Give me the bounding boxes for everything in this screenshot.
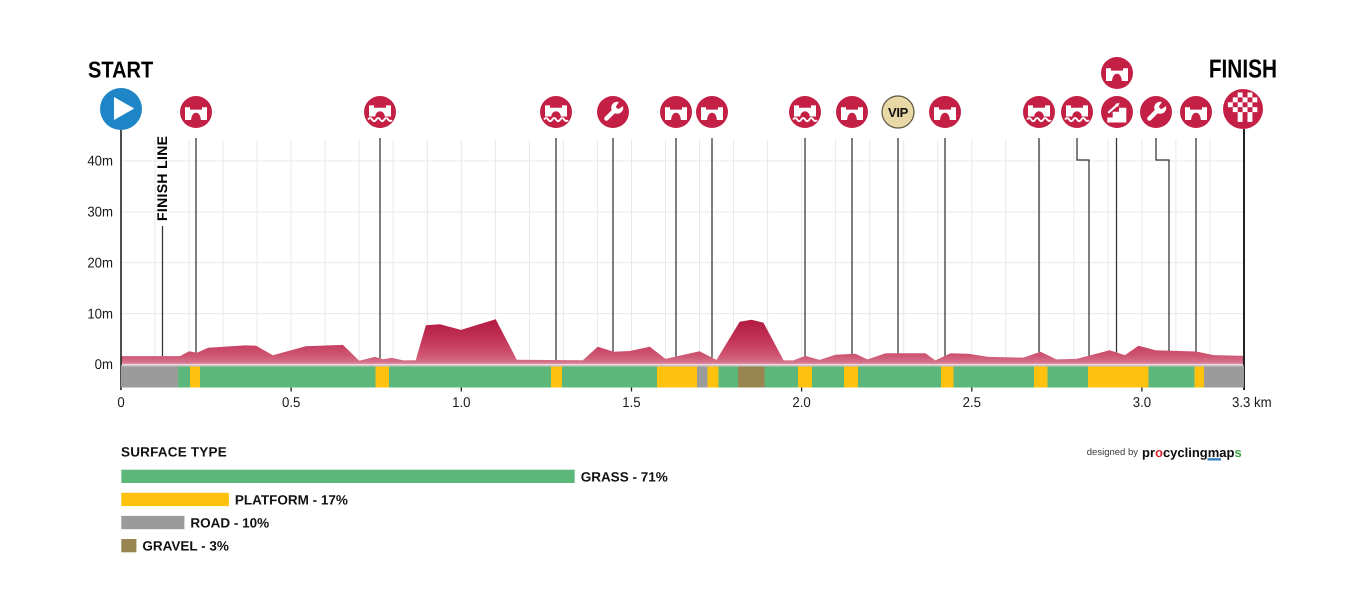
svg-text:0.5: 0.5	[282, 395, 300, 411]
svg-text:20m: 20m	[87, 255, 113, 271]
svg-text:0: 0	[117, 395, 124, 411]
svg-text:START: START	[88, 57, 153, 83]
svg-text:3.0: 3.0	[1133, 395, 1151, 411]
svg-text:40m: 40m	[87, 154, 113, 170]
svg-text:PLATFORM - 17%: PLATFORM - 17%	[235, 493, 348, 508]
svg-text:designed by: designed by	[1087, 447, 1138, 458]
svg-text:FINISH: FINISH	[1209, 54, 1277, 84]
svg-text:3.3 km: 3.3 km	[1232, 395, 1272, 411]
svg-text:1.0: 1.0	[452, 395, 470, 411]
svg-text:ROAD - 10%: ROAD - 10%	[190, 516, 269, 531]
svg-text:2.0: 2.0	[792, 395, 810, 411]
svg-text:SURFACE TYPE: SURFACE TYPE	[121, 445, 227, 460]
svg-text:30m: 30m	[87, 205, 113, 221]
svg-text:1.5: 1.5	[622, 395, 640, 411]
svg-text:GRASS - 71%: GRASS - 71%	[581, 469, 668, 484]
svg-text:0m: 0m	[95, 357, 113, 373]
svg-text:GRAVEL - 3%: GRAVEL - 3%	[142, 539, 229, 554]
svg-text:FINISH LINE: FINISH LINE	[154, 136, 170, 221]
svg-text:10m: 10m	[87, 306, 113, 322]
svg-text:2.5: 2.5	[963, 395, 981, 411]
svg-text:VIP: VIP	[888, 105, 909, 120]
svg-text:procyclingmaps: procyclingmaps	[1142, 445, 1242, 460]
